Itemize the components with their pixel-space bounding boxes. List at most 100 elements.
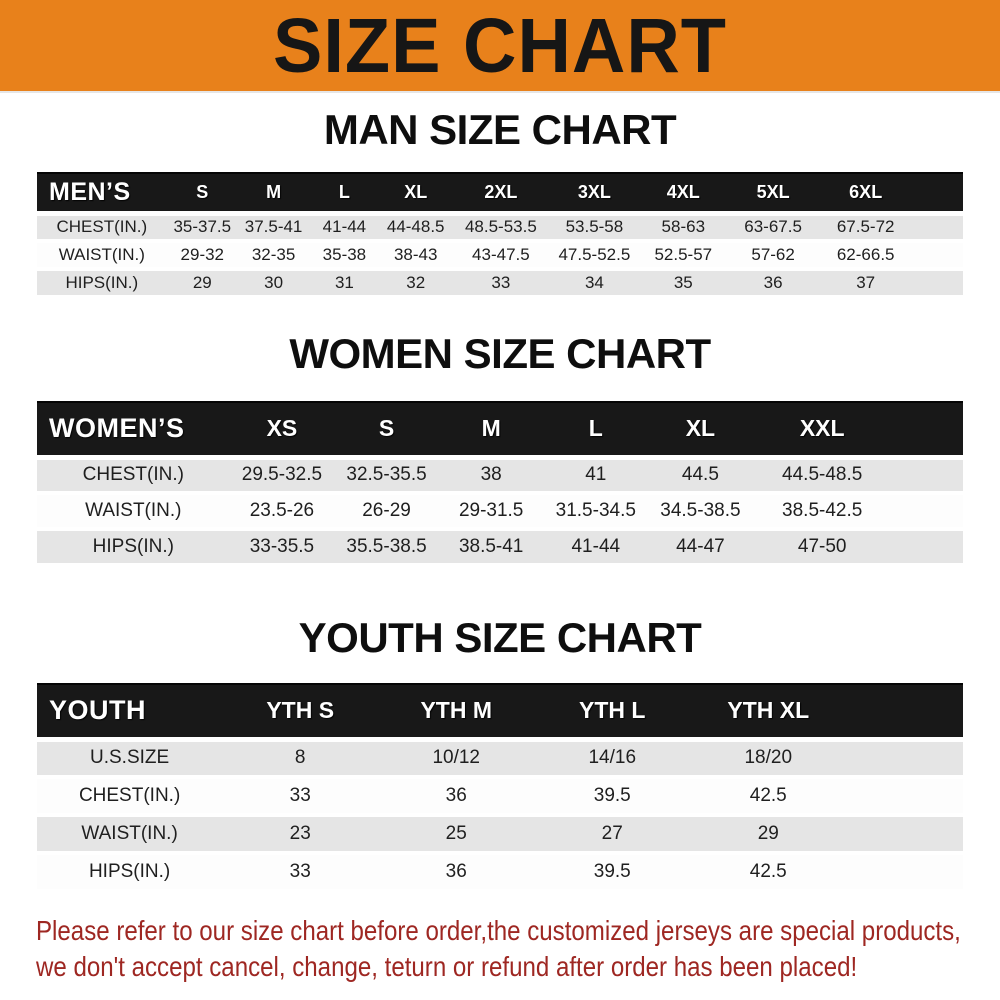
- size-column-header: [912, 172, 963, 216]
- measurement-value: 44-47: [648, 529, 753, 567]
- measurement-value: 35.5-38.5: [334, 529, 439, 567]
- measurement-value: 44.5: [648, 457, 753, 495]
- measurement-value: 31: [309, 269, 380, 299]
- size-column-header: 3XL: [549, 172, 639, 216]
- size-column-header: M: [237, 172, 310, 216]
- size-column-header: S: [166, 172, 238, 216]
- measurement-value: 38.5-41: [438, 529, 544, 567]
- measurement-value: 47.5-52.5: [549, 241, 639, 271]
- size-chart-banner: SIZE CHART: [0, 0, 1000, 93]
- measurement-label: U.S.SIZE: [37, 739, 223, 779]
- measurement-value: [846, 777, 963, 817]
- size-column-header: YTH S: [222, 683, 379, 742]
- measurement-label: HIPS(IN.): [37, 529, 230, 567]
- women-size-table: WOMEN’S XS S M L XL XXL CHEST(IN.) 29.5-32.5 32.…: [37, 401, 963, 567]
- measurement-value: 32: [379, 269, 452, 299]
- measurement-value: [846, 739, 963, 779]
- measurement-value: [846, 853, 963, 893]
- measurement-value: [912, 241, 963, 271]
- measurement-value: 48.5-53.5: [451, 213, 550, 243]
- measurement-value: 39.5: [534, 777, 691, 817]
- measurement-value: 42.5: [690, 777, 847, 817]
- size-column-header: XXL: [752, 401, 892, 460]
- measurement-value: 25: [378, 815, 535, 855]
- size-column-header: [846, 683, 963, 742]
- size-column-header: 6XL: [818, 172, 913, 216]
- size-column-header: YTH M: [378, 683, 535, 742]
- measurement-value: 27: [534, 815, 691, 855]
- measurement-value: 36: [378, 853, 535, 893]
- table-row: WAIST(IN.) 23 25 27 29: [37, 815, 963, 855]
- disclaimer-line-1: Please refer to our size chart before or…: [36, 915, 961, 946]
- measurement-value: 23.5-26: [229, 493, 335, 531]
- measurement-value: 33: [222, 777, 379, 817]
- measurement-value: 62-66.5: [818, 241, 913, 271]
- table-row: CHEST(IN.) 29.5-32.5 32.5-35.5 38 41 44.5 44.5…: [37, 457, 963, 495]
- measurement-value: 57-62: [727, 241, 819, 271]
- measurement-value: 58-63: [638, 213, 728, 243]
- measurement-value: 32-35: [237, 241, 310, 271]
- measurement-value: 44-48.5: [379, 213, 452, 243]
- man-section-title: MAN SIZE CHART: [323, 106, 677, 153]
- measurement-label: WAIST(IN.): [37, 815, 223, 855]
- measurement-value: 35: [638, 269, 728, 299]
- measurement-label: HIPS(IN.): [37, 853, 223, 893]
- table-row: HIPS(IN.) 33 36 39.5 42.5: [37, 853, 963, 893]
- measurement-value: 18/20: [690, 739, 847, 779]
- measurement-value: 29-31.5: [438, 493, 544, 531]
- measurement-value: 36: [727, 269, 819, 299]
- measurement-value: 32.5-35.5: [334, 457, 439, 495]
- measurement-value: 63-67.5: [727, 213, 819, 243]
- size-column-header: 4XL: [638, 172, 728, 216]
- women-section-title: WOMEN SIZE CHART: [289, 330, 711, 377]
- size-column-header: XL: [648, 401, 753, 460]
- measurement-value: 34.5-38.5: [648, 493, 753, 531]
- measurement-value: [891, 457, 963, 495]
- table-row: WAIST(IN.) 23.5-26 26-29 29-31.5 31.5-34.5 34…: [37, 493, 963, 531]
- measurement-value: 39.5: [534, 853, 691, 893]
- table-row: WAIST(IN.) 29-32 32-35 35-38 38-43 43-47.5 47.…: [37, 241, 963, 271]
- measurement-value: [912, 269, 963, 299]
- size-column-header: YTH L: [534, 683, 691, 742]
- measurement-value: 44.5-48.5: [752, 457, 892, 495]
- table-row: HIPS(IN.) 33-35.5 35.5-38.5 38.5-41 41-44 44-…: [37, 529, 963, 567]
- measurement-label: WAIST(IN.): [37, 241, 167, 271]
- women-group-label: WOMEN’S: [37, 401, 230, 460]
- man-table-header-row: MEN’S S M L XL 2XL 3XL 4XL 5XL 6XL: [37, 172, 963, 216]
- measurement-value: 10/12: [378, 739, 535, 779]
- table-row: HIPS(IN.) 29 30 31 32 33 34 35 36 37: [37, 269, 963, 299]
- size-column-header: XL: [379, 172, 452, 216]
- youth-section-title: YOUTH SIZE CHART: [298, 614, 702, 661]
- measurement-value: [846, 815, 963, 855]
- measurement-label: WAIST(IN.): [37, 493, 230, 531]
- table-row: CHEST(IN.) 33 36 39.5 42.5: [37, 777, 963, 817]
- measurement-value: [912, 213, 963, 243]
- size-column-header: M: [438, 401, 544, 460]
- disclaimer-line-2: we don't accept cancel, change, teturn o…: [36, 951, 858, 982]
- size-column-header: XS: [229, 401, 335, 460]
- measurement-value: 29.5-32.5: [229, 457, 335, 495]
- size-column-header: S: [334, 401, 439, 460]
- measurement-value: [891, 529, 963, 567]
- measurement-value: 35-38: [309, 241, 380, 271]
- measurement-value: 8: [222, 739, 379, 779]
- measurement-value: 14/16: [534, 739, 691, 779]
- measurement-value: 36: [378, 777, 535, 817]
- measurement-value: 35-37.5: [166, 213, 238, 243]
- men-group-label: MEN’S: [37, 172, 167, 216]
- measurement-label: CHEST(IN.): [37, 213, 167, 243]
- measurement-value: 67.5-72: [818, 213, 913, 243]
- measurement-value: 30: [237, 269, 310, 299]
- measurement-label: HIPS(IN.): [37, 269, 167, 299]
- youth-group-label: YOUTH: [37, 683, 223, 742]
- measurement-value: 47-50: [752, 529, 892, 567]
- measurement-value: 41: [543, 457, 649, 495]
- measurement-value: 37: [818, 269, 913, 299]
- measurement-value: 53.5-58: [549, 213, 639, 243]
- measurement-value: 52.5-57: [638, 241, 728, 271]
- measurement-label: CHEST(IN.): [37, 457, 230, 495]
- measurement-value: 41-44: [543, 529, 649, 567]
- table-row: CHEST(IN.) 35-37.5 37.5-41 41-44 44-48.5 48.5…: [37, 213, 963, 243]
- measurement-value: 37.5-41: [237, 213, 310, 243]
- measurement-value: 33: [222, 853, 379, 893]
